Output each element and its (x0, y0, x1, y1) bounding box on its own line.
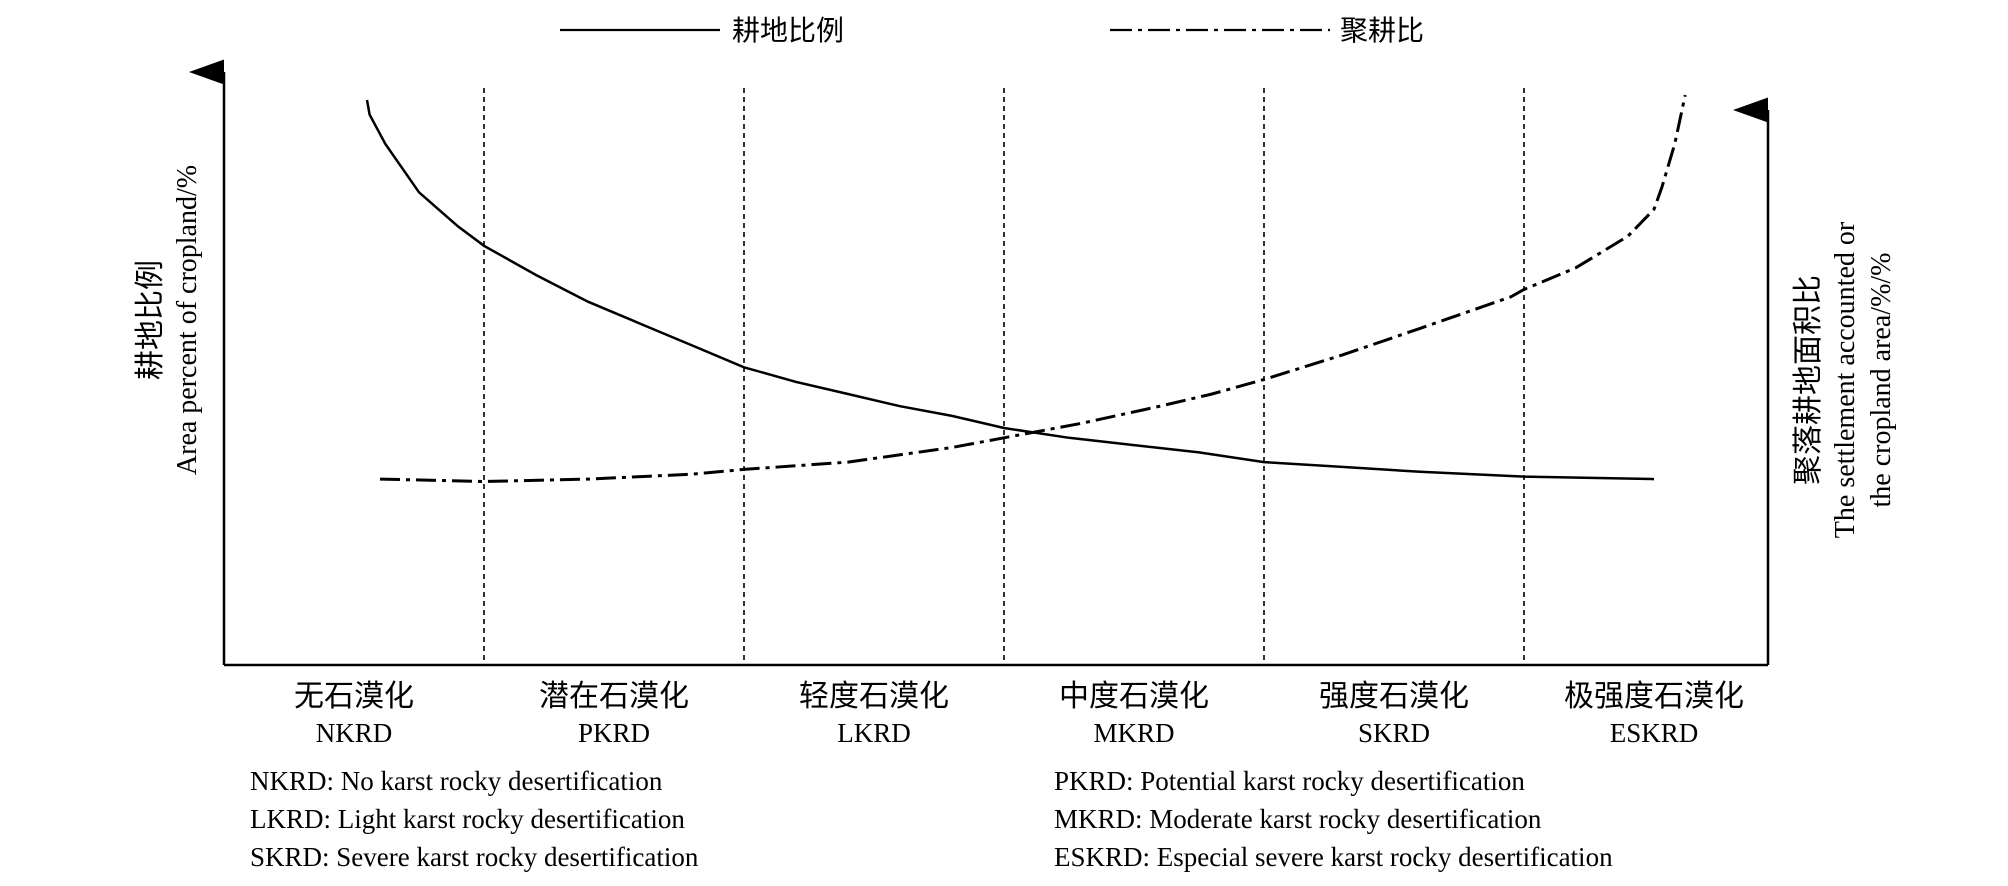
category-label-zh: 潜在石漠化 (539, 679, 689, 714)
category-labels: 无石漠化 NKRD 潜在石漠化 PKRD 轻度石漠化 LKRD 中度石漠化 MKRD 强度石漠化… (294, 679, 1744, 748)
legend-label-ratio: 聚耕比 (1340, 14, 1424, 47)
left-axis-title: 耕地比例 Area percent of cropland/% (133, 165, 203, 475)
note-mkrd: MKRD: Moderate karst rocky desertificati… (1054, 804, 1542, 834)
series-line-settlement-ratio (379, 94, 1687, 484)
right-axis-title-en2: the cropland area/%/% (1866, 253, 1897, 508)
left-axis-title-zh: 耕地比例 (133, 260, 168, 380)
right-axis-title-zh: 聚落耕地面积比 (1791, 275, 1826, 485)
note-pkrd: PKRD: Potential karst rocky desertificat… (1054, 766, 1525, 796)
category-label-zh: 强度石漠化 (1319, 679, 1469, 714)
category-label-zh: 无石漠化 (294, 679, 414, 714)
category-label-en: ESKRD (1610, 718, 1699, 748)
axes (189, 59, 1770, 667)
category-label-zh: 轻度石漠化 (799, 679, 949, 714)
legend-label-cropland: 耕地比例 (732, 14, 844, 47)
category-label-zh: 中度石漠化 (1059, 679, 1209, 714)
note-lkrd: LKRD: Light karst rocky desertification (250, 804, 685, 834)
series-line-cropland-percent (365, 99, 1655, 481)
category-label-en: SKRD (1358, 718, 1430, 748)
note-eskrd: ESKRD: Especial severe karst rocky deser… (1054, 842, 1613, 872)
category-label-en: LKRD (837, 718, 911, 748)
right-axis-title-en1: The settlement accounted or (1830, 221, 1861, 538)
category-label-en: NKRD (316, 718, 393, 748)
note-skrd: SKRD: Severe karst rocky desertification (250, 842, 699, 872)
category-label-en: MKRD (1093, 718, 1174, 748)
series-group (365, 94, 1687, 484)
category-label-zh: 极强度石漠化 (1564, 679, 1744, 714)
legend: 耕地比例 聚耕比 (560, 14, 1424, 47)
left-axis-title-en: Area percent of cropland/% (172, 165, 203, 475)
class-boundaries (483, 88, 1525, 665)
abbreviation-notes: NKRD: No karst rocky desertification PKR… (250, 766, 1613, 872)
note-nkrd: NKRD: No karst rocky desertification (250, 766, 663, 796)
category-label-en: PKRD (578, 718, 650, 748)
right-axis-title: 聚落耕地面积比 The settlement accounted or the … (1791, 221, 1897, 538)
